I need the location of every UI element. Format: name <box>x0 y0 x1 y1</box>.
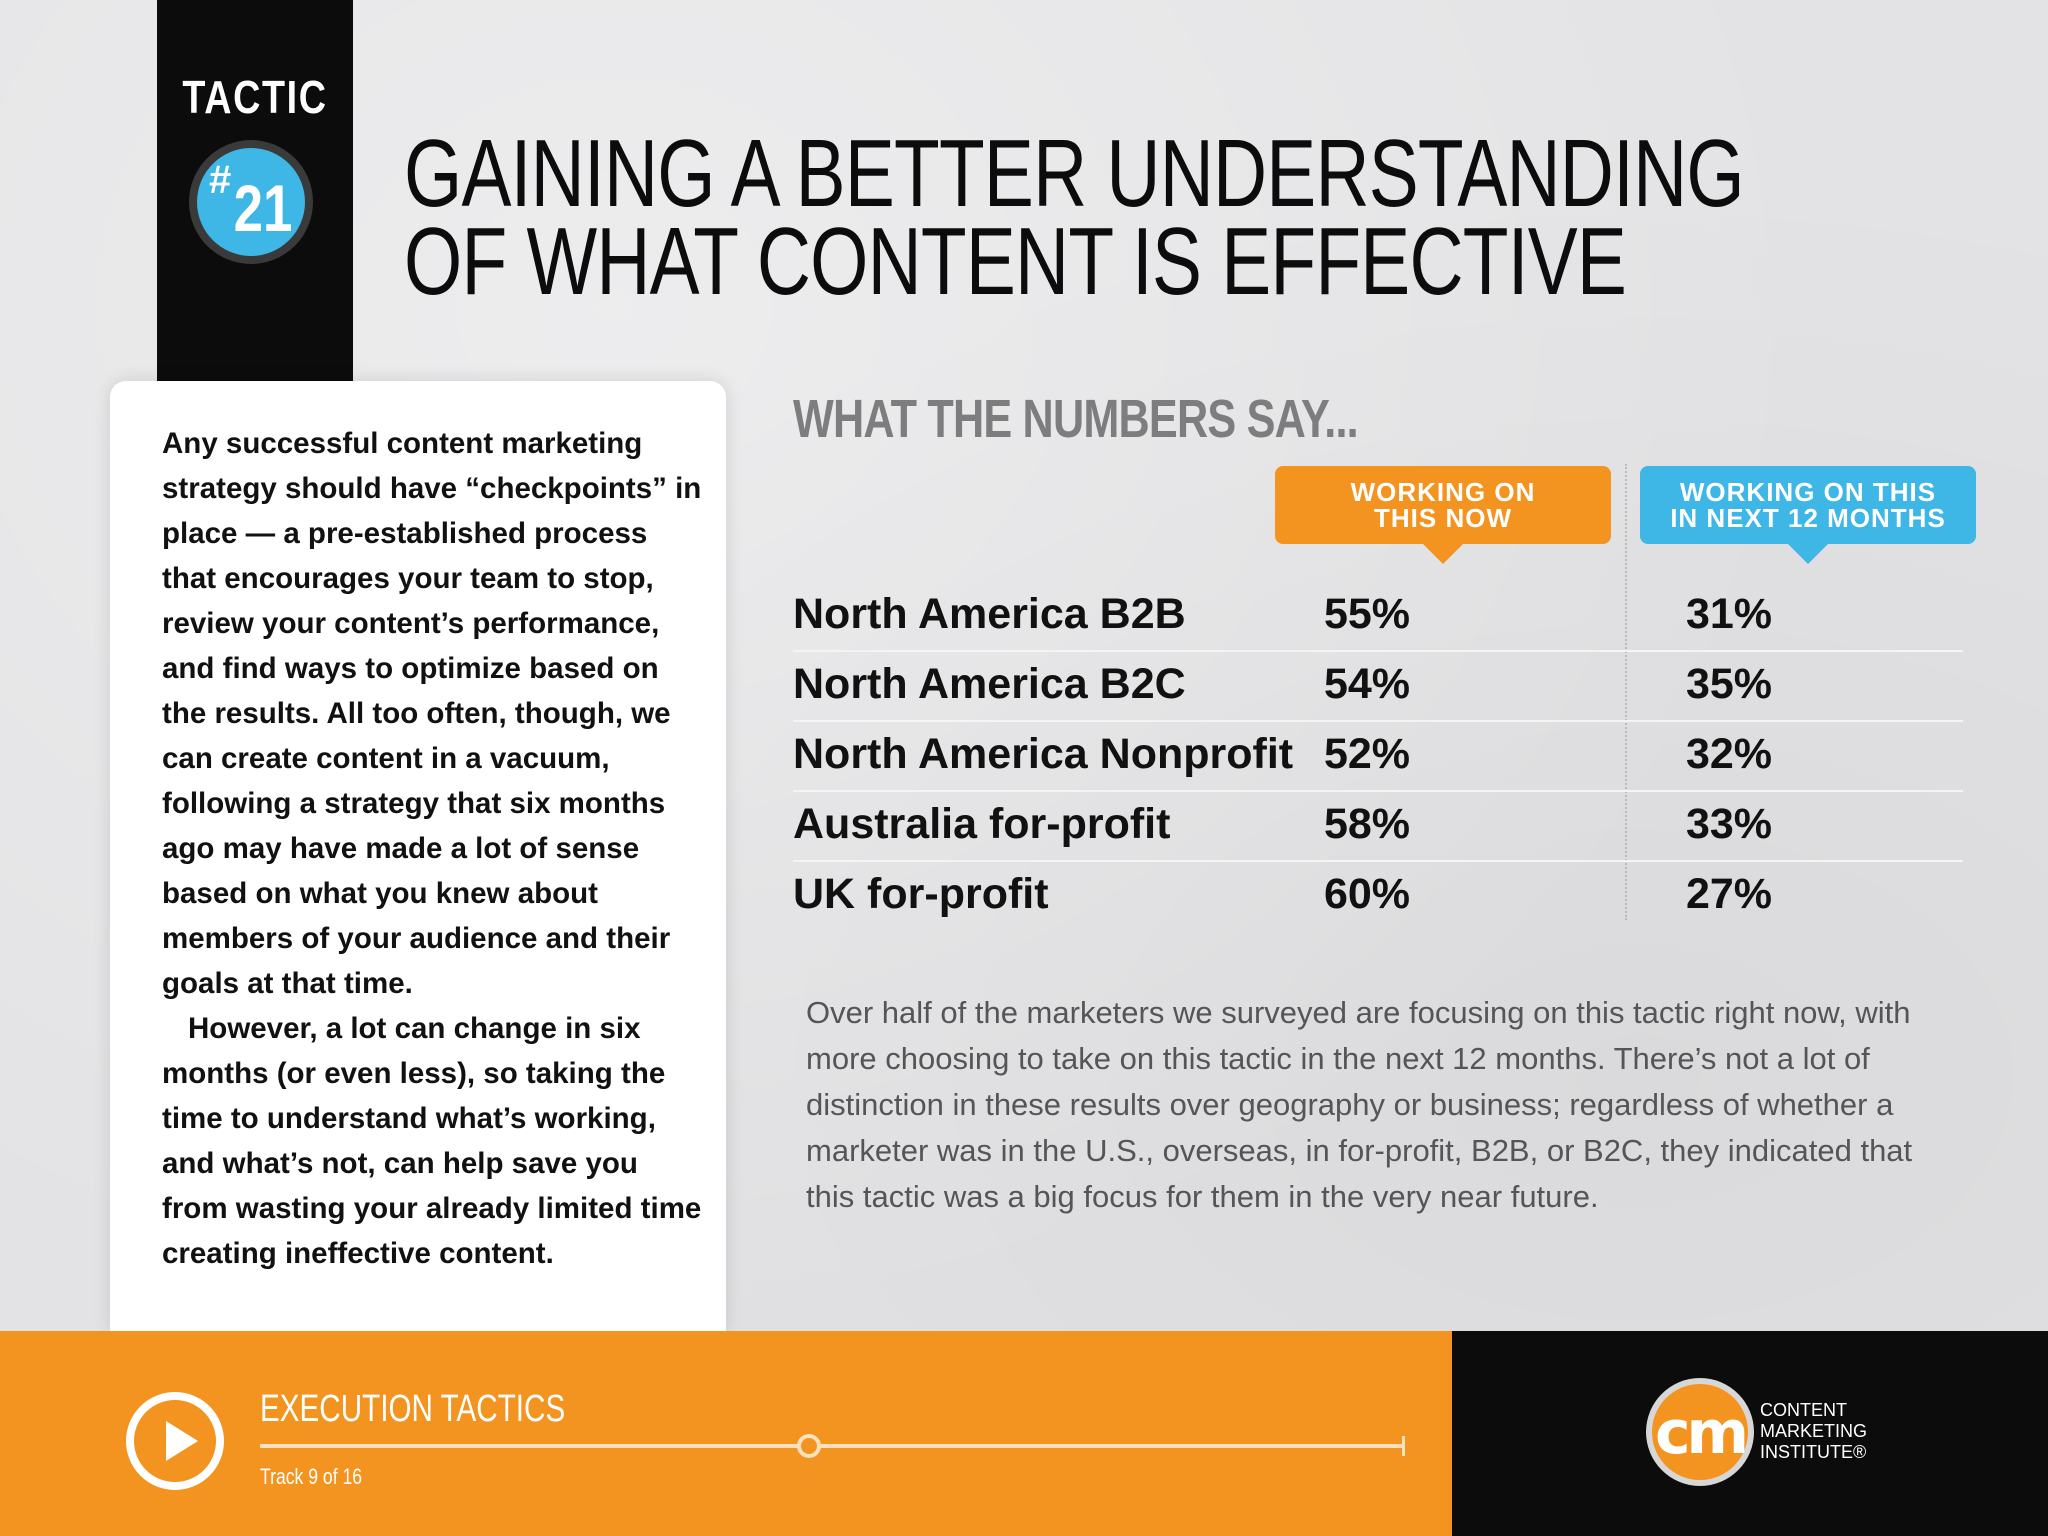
cmi-logo-icon: cm <box>1652 1384 1749 1480</box>
row-value-next: 32% <box>1685 730 1773 778</box>
progress-track-end <box>1402 1436 1405 1456</box>
table-row: Australia for-profit 58% 33% <box>793 792 1963 862</box>
cmi-wordmark-line-1: CONTENT <box>1760 1400 1847 1420</box>
row-value-now: 55% <box>1323 590 1411 638</box>
tactic-hash: # <box>209 158 232 202</box>
numbers-table: North America B2B 55% 31% North America … <box>793 582 1963 930</box>
intro-paragraph-1: Any successful content marketing strateg… <box>162 427 702 1000</box>
row-value-next: 27% <box>1685 870 1773 918</box>
column-header-next: WORKING ON THIS IN NEXT 12 MONTHS <box>1640 466 1976 564</box>
row-value-next: 33% <box>1685 800 1773 848</box>
row-value-next: 31% <box>1685 590 1773 638</box>
cmi-wordmark: CONTENT MARKETING INSTITUTE® <box>1760 1400 1867 1463</box>
cmi-wordmark-line-3: INSTITUTE® <box>1760 1442 1867 1462</box>
row-value-now: 52% <box>1323 730 1411 778</box>
summary-text: Over half of the marketers we surveyed a… <box>806 995 1913 1214</box>
numbers-heading: WHAT THE NUMBERS SAY... <box>793 389 1359 449</box>
footer-logo-panel <box>1452 1331 2048 1536</box>
column-header-now: WORKING ON THIS NOW <box>1275 466 1611 564</box>
track-counter: Track 9 of 16 <box>260 1464 363 1489</box>
page-title: GAINING A BETTER UNDERSTANDING OF WHAT C… <box>404 120 1745 315</box>
row-label: North America B2B <box>793 590 1186 638</box>
tactic-badge-circle: # 21 <box>197 148 305 256</box>
column-header-now-line-1: WORKING ON <box>1350 477 1536 507</box>
tactic-tab: TACTIC # 21 <box>157 0 353 381</box>
column-header-now-line-2: THIS NOW <box>1374 503 1512 533</box>
tactic-number-badge: # 21 <box>189 140 313 264</box>
column-header-next-line-2: IN NEXT 12 MONTHS <box>1670 503 1946 533</box>
tactic-number: 21 <box>233 171 293 245</box>
table-row: North America B2B 55% 31% <box>793 582 1963 652</box>
cmi-logo-mark: cm <box>1654 1398 1749 1468</box>
row-label: North America B2C <box>793 660 1186 708</box>
intro-text: Any successful content marketing strateg… <box>162 421 702 1276</box>
progress-handle[interactable] <box>797 1434 822 1458</box>
page-title-line-2: OF WHAT CONTENT IS EFFECTIVE <box>404 208 1627 315</box>
page-title-line-1: GAINING A BETTER UNDERSTANDING <box>404 120 1745 227</box>
row-value-now: 60% <box>1323 870 1411 918</box>
row-value-now: 58% <box>1323 800 1411 848</box>
row-value-now: 54% <box>1323 660 1411 708</box>
footer-bar <box>0 1331 1452 1536</box>
tactic-label: TACTIC <box>182 71 328 123</box>
section-name: EXECUTION TACTICS <box>260 1388 566 1430</box>
intro-text-card: Any successful content marketing strateg… <box>110 381 726 1331</box>
column-header-next-line-1: WORKING ON THIS <box>1679 477 1937 507</box>
row-label: Australia for-profit <box>793 800 1171 848</box>
column-divider <box>1625 464 1627 920</box>
progress-track[interactable] <box>260 1444 1404 1448</box>
table-row: North America Nonprofit 52% 32% <box>793 722 1963 792</box>
row-value-next: 35% <box>1685 660 1773 708</box>
row-label: North America Nonprofit <box>793 730 1294 778</box>
table-row: North America B2C 54% 35% <box>793 652 1963 722</box>
cmi-wordmark-line-2: MARKETING <box>1760 1421 1868 1441</box>
row-label: UK for-profit <box>793 870 1049 918</box>
intro-paragraph-2: However, a lot can change in six months … <box>162 1012 702 1270</box>
table-row: UK for-profit 60% 27% <box>793 862 1963 930</box>
play-icon[interactable] <box>126 1392 224 1490</box>
